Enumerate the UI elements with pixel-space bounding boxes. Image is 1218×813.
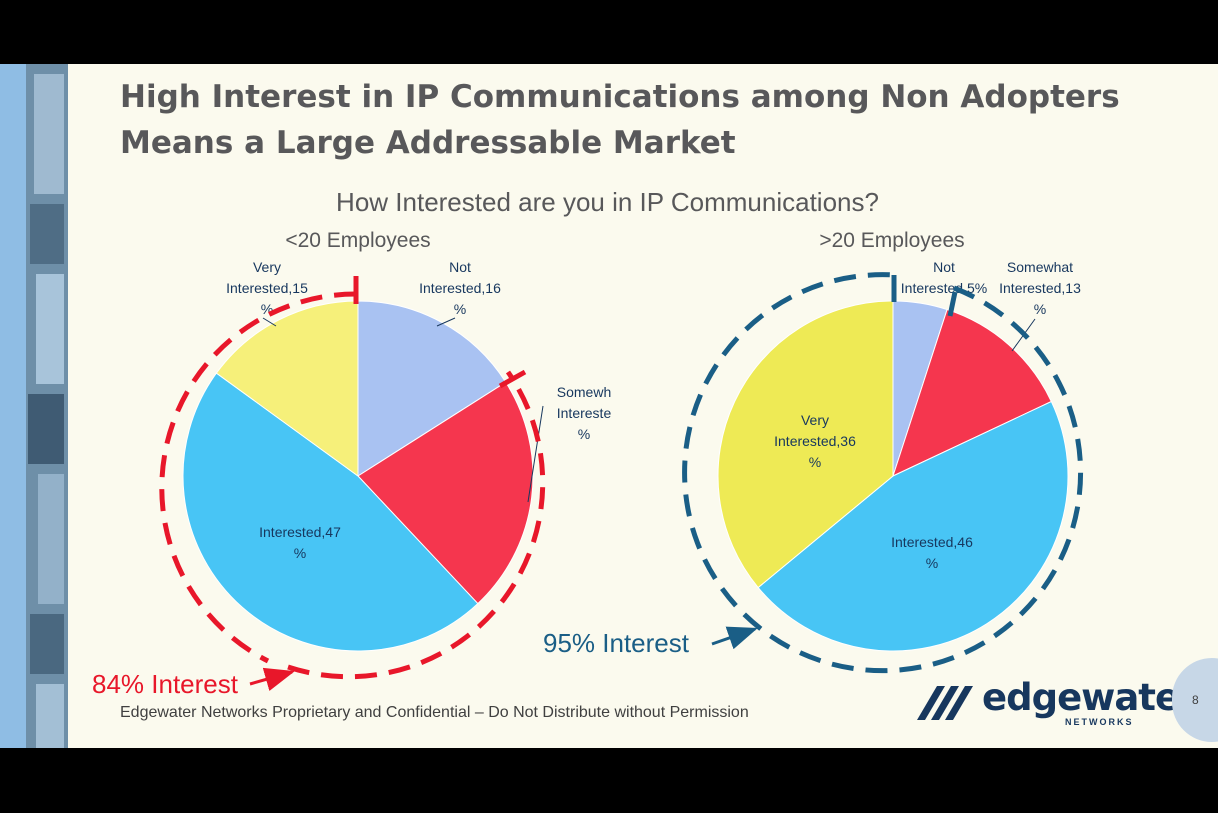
slice-label-not-interested: Not Interested,5% <box>901 259 987 296</box>
interest-outline-1b <box>287 370 546 680</box>
logo-subtext: NETWORKS <box>1065 717 1134 727</box>
slice-label-somewhat-interested: Somewh Intereste% <box>557 384 612 442</box>
outline-2-edge-right <box>947 291 958 317</box>
pie-slice-somewhat-interested <box>357 381 534 605</box>
decorative-side-strip <box>0 64 68 748</box>
interest-outline-1 <box>159 291 357 664</box>
slice-label-interested: Interested,47% <box>259 524 341 561</box>
arrow-2 <box>711 626 758 650</box>
slice-label-not-interested: Not Interested,16% <box>419 259 501 317</box>
pie-2-subtitle: >20 Employees <box>819 229 964 252</box>
page-number: 8 <box>1192 693 1199 707</box>
pie-chart-large-companies: Not Interested,5% Somewhat Interested,13 % In… <box>717 259 1081 652</box>
leader-line <box>436 317 456 327</box>
edgewater-logo: edgewater NETWORKS <box>915 676 1197 732</box>
pie-slice-very-interested <box>215 300 359 477</box>
slice-label-very-interested: Very Interested,36% <box>774 412 856 470</box>
slide-title: High Interest in IP Communications among… <box>120 79 1120 161</box>
footer-confidential: Edgewater Networks Proprietary and Confi… <box>120 704 749 721</box>
slice-label-somewhat-interested: Somewhat Interested,13% <box>999 259 1081 317</box>
logo-word: edgewater <box>982 676 1197 719</box>
leader-line <box>262 317 277 327</box>
logo-swoosh-icon <box>917 686 973 720</box>
pie-1-subtitle: <20 Employees <box>285 229 430 252</box>
annotation-95-interest: 95% Interest <box>543 628 690 658</box>
pie-charts: <20 Employees >20 Employees Not Intereste… <box>92 229 1084 699</box>
pie-slice-somewhat-interested <box>892 308 1053 477</box>
chart-question-title: How Interested are you in IP Communicati… <box>336 187 879 217</box>
pie-chart-small-companies: Not Interested,16 % Somewh Intereste % Interes… <box>182 259 612 652</box>
pie-slice-interested <box>182 372 479 652</box>
arrow-1 <box>249 667 295 691</box>
slice-label-interested: Interested,46% <box>891 534 973 571</box>
interest-outline-2 <box>682 272 1084 674</box>
slice-label-very-interested: Very Interested,15% <box>226 259 308 317</box>
pie-slice-not-interested <box>357 300 507 477</box>
pie-slice-very-interested <box>717 300 894 589</box>
outline-1-edge-right <box>498 369 527 389</box>
annotation-84-interest: 84% Interest <box>92 669 239 699</box>
pie-slice-interested <box>757 400 1069 652</box>
leader-line <box>527 405 544 503</box>
slide: High Interest in IP Communications among… <box>0 64 1218 748</box>
